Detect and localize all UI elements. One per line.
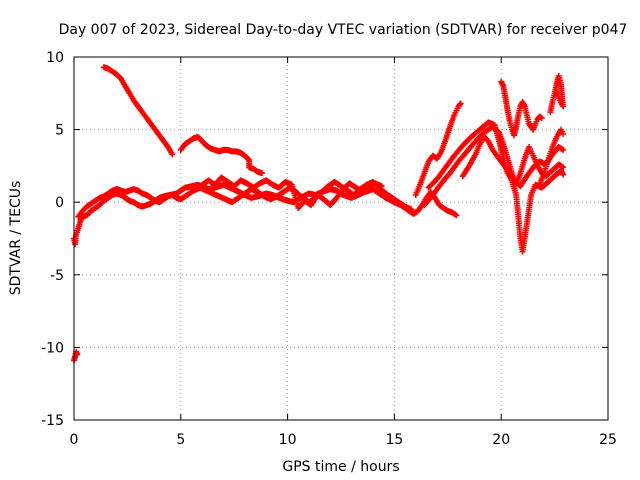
- data-point: [245, 156, 252, 163]
- series-k: [498, 78, 545, 139]
- data-point: [169, 151, 176, 158]
- x-tick-label: 10: [279, 432, 297, 448]
- series-f: [199, 174, 385, 212]
- y-axis-label: SDTVAR / TECUs: [8, 181, 24, 296]
- series-a: [71, 348, 81, 364]
- y-tick-labels: -15 -10 -5 0 5 10: [41, 50, 64, 429]
- y-tick-label: -15: [41, 413, 64, 429]
- x-tick-label: 0: [70, 432, 79, 448]
- series-j: [459, 133, 567, 190]
- data-point: [453, 212, 460, 219]
- x-axis-label: GPS time / hours: [282, 459, 399, 475]
- y-tick-label: 0: [55, 195, 64, 211]
- x-tick-labels: 0 5 10 15 20 25: [70, 432, 617, 448]
- series-e: [177, 133, 265, 177]
- plot-frame: [73, 56, 609, 421]
- data-point: [560, 130, 567, 137]
- series-i: [425, 119, 567, 255]
- data-point: [74, 351, 81, 358]
- data-point: [553, 88, 560, 95]
- series-g: [412, 100, 464, 198]
- x-tick-label: 20: [492, 432, 510, 448]
- data-point: [408, 206, 415, 213]
- data-point: [560, 171, 567, 178]
- x-tick-label: 15: [385, 432, 403, 448]
- series-l: [547, 72, 567, 116]
- x-tick-label: 5: [176, 432, 185, 448]
- data-point: [258, 170, 265, 177]
- data-point: [560, 146, 567, 153]
- data-markers: [71, 64, 567, 364]
- y-tick-label: 5: [55, 123, 64, 139]
- series-d: [100, 64, 176, 158]
- y-tick-label: -10: [41, 340, 64, 356]
- data-point: [538, 114, 545, 121]
- y-tick-label: -5: [50, 268, 64, 284]
- y-tick-label: 10: [46, 50, 64, 66]
- series-m: [536, 126, 567, 188]
- x-tick-label: 25: [599, 432, 617, 448]
- data-point: [378, 183, 385, 190]
- chart-title: Day 007 of 2023, Sidereal Day-to-day VTE…: [59, 22, 628, 38]
- data-point: [457, 100, 464, 107]
